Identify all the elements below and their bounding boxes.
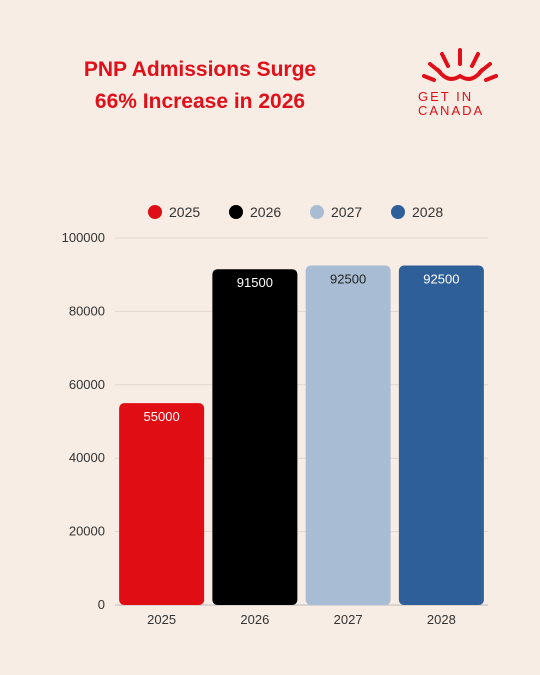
logo-text-line-2: CANADA — [418, 103, 485, 118]
legend-label-2027: 2027 — [331, 204, 362, 220]
data-label-2026: 91500 — [237, 275, 273, 290]
data-label-2027: 92500 — [330, 272, 366, 287]
legend-swatch-2027 — [310, 205, 324, 219]
x-tick-label-2025: 2025 — [147, 612, 176, 627]
bar-2028 — [398, 265, 484, 605]
legend-label-2026: 2026 — [250, 204, 281, 220]
legend-swatch-2026 — [229, 205, 243, 219]
y-tick-label-5: 100000 — [62, 230, 105, 245]
data-label-2025: 55000 — [144, 409, 180, 424]
logo-text-line-1: GET IN — [418, 89, 474, 104]
x-tick-label-2027: 2027 — [334, 612, 363, 627]
bar-2025 — [119, 403, 205, 605]
x-tick-label-2026: 2026 — [240, 612, 269, 627]
data-label-2028: 92500 — [423, 272, 459, 287]
y-tick-label-0: 0 — [98, 597, 105, 612]
y-tick-label-4: 80000 — [69, 303, 105, 318]
title-line-2: 66% Increase in 2026 — [94, 90, 306, 113]
chart-title: PNP Admissions Surge 66% Increase in 202… — [40, 54, 360, 118]
legend-swatch-2025 — [148, 205, 162, 219]
title-line-1: PNP Admissions Surge — [83, 58, 317, 81]
legend-swatch-2028 — [391, 205, 405, 219]
legend-label-2028: 2028 — [412, 204, 443, 220]
maple-burst-icon — [422, 48, 498, 82]
y-tick-label-3: 60000 — [69, 377, 105, 392]
legend-label-2025: 2025 — [169, 204, 200, 220]
y-tick-label-1: 20000 — [69, 524, 105, 539]
y-tick-label-2: 40000 — [69, 450, 105, 465]
bar-2026 — [212, 269, 298, 605]
x-tick-label-2028: 2028 — [427, 612, 456, 627]
bar-2027 — [305, 265, 391, 605]
